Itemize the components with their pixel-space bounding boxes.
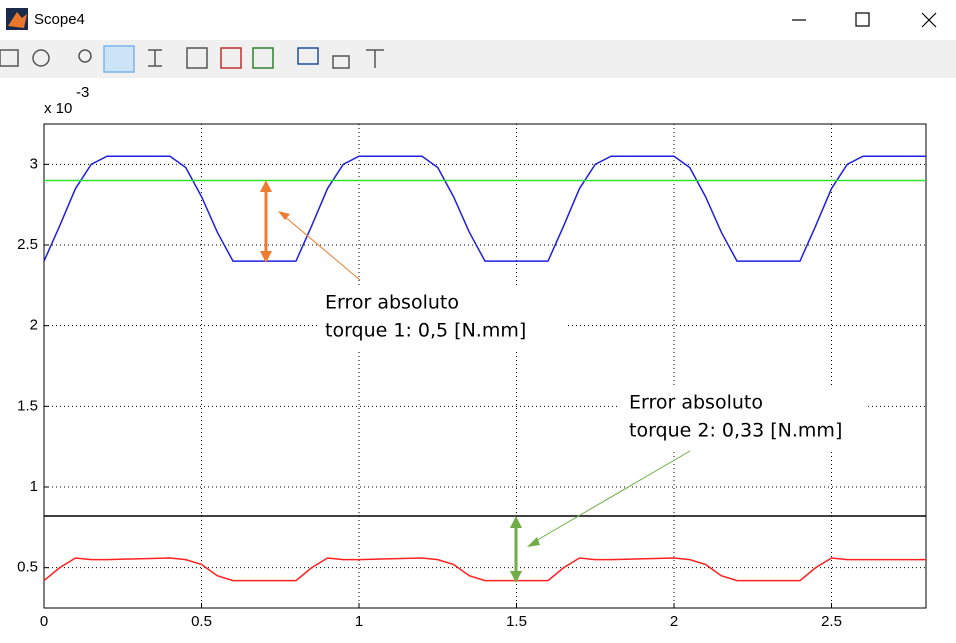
y-tick-label: 0.5 [17, 559, 38, 576]
maximize-button[interactable] [855, 12, 870, 27]
lock-button[interactable] [332, 55, 350, 69]
plot-area [43, 123, 927, 609]
zoom-y-button[interactable] [148, 49, 162, 67]
annotation-text: Error absoluto [325, 292, 459, 314]
x-tick-label: 1 [355, 613, 363, 630]
y-tick-label: 3 [30, 155, 38, 172]
series-line [43, 155, 926, 262]
pointer-line [533, 450, 691, 543]
arrow-head [527, 537, 540, 547]
x-tick-label: 0 [40, 613, 48, 630]
series-line [43, 557, 926, 582]
x-tick-label: 0.5 [191, 613, 212, 630]
annotation-box [318, 285, 566, 349]
print-button[interactable] [0, 49, 19, 67]
close-button[interactable] [921, 12, 937, 28]
zoom-x-button[interactable] [103, 45, 135, 73]
arrow-head [278, 211, 290, 220]
annotation-text: torque 2: 0,33 [N.mm] [629, 420, 842, 442]
signal-selection-button[interactable] [366, 49, 384, 68]
autoscale-button[interactable] [186, 47, 208, 69]
y-multiplier: x 10 [44, 100, 72, 117]
y-exponent: -3 [76, 84, 89, 101]
annotation-box [620, 385, 865, 449]
y-tick-label: 2 [30, 317, 38, 334]
x-tick-label: 1.5 [506, 613, 527, 630]
y-tick-label: 1 [30, 478, 38, 495]
app-icon [6, 8, 28, 30]
pointer-line [283, 215, 361, 281]
y-tick-label: 2.5 [17, 236, 38, 253]
parameters-button[interactable] [32, 49, 50, 67]
save-axes-button[interactable] [220, 47, 242, 69]
annotation-text: torque 1: 0,5 [N.mm] [325, 320, 526, 342]
floating-scope-button[interactable] [297, 47, 319, 65]
y-tick-label: 1.5 [17, 397, 38, 414]
zoom-in-button[interactable] [78, 49, 92, 63]
window-title: Scope4 [34, 11, 85, 28]
toolbar [0, 40, 956, 78]
title-bar [0, 0, 956, 40]
x-tick-label: 2 [670, 613, 678, 630]
restore-axes-button[interactable] [252, 47, 274, 69]
annotations: Error absoluto torque 1: 0,5 [N.mm] Error … [260, 180, 865, 583]
annotation-text: Error absoluto [629, 392, 763, 414]
x-tick-label: 2.5 [821, 613, 842, 630]
